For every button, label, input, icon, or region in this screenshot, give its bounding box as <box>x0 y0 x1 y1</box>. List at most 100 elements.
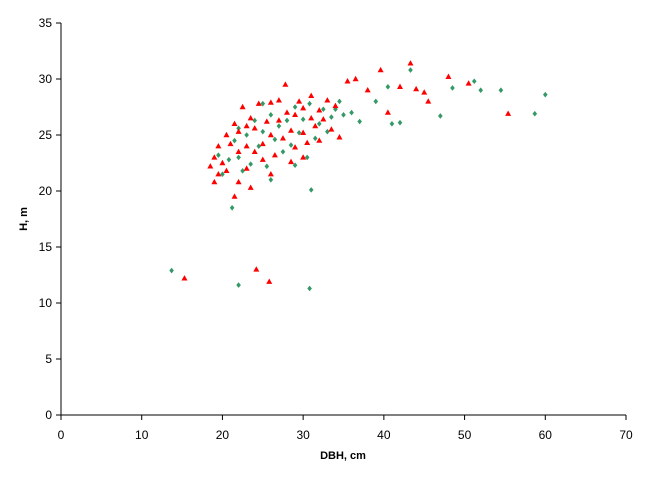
scatter-point <box>263 118 270 124</box>
scatter-point <box>542 91 548 98</box>
scatter-point <box>307 285 312 292</box>
scatter-point <box>247 115 254 121</box>
y-tick-label: 15 <box>39 240 53 254</box>
x-tick-label: 60 <box>539 428 553 442</box>
scatter-point <box>364 87 371 93</box>
scatter-point <box>505 110 512 116</box>
scatter-point <box>236 282 241 288</box>
scatter-point <box>169 267 174 274</box>
scatter-point <box>267 99 274 105</box>
scatter-point <box>438 113 443 119</box>
scatter-point <box>308 187 314 193</box>
scatter-point <box>445 73 452 79</box>
scatter-point <box>344 78 351 84</box>
scatter-point <box>253 266 260 272</box>
x-tick-label: 20 <box>216 428 230 442</box>
scatter-point <box>316 137 323 143</box>
y-tick-label: 5 <box>45 352 52 366</box>
y-tick-label: 25 <box>39 128 53 142</box>
scatter-point <box>478 87 484 93</box>
scatter-point <box>324 97 331 103</box>
scatter-point <box>255 100 262 106</box>
scatter-point <box>268 112 274 118</box>
scatter-point <box>312 135 318 142</box>
scatter-point <box>397 83 403 90</box>
scatter-point <box>421 89 428 95</box>
x-tick-label: 40 <box>377 428 391 442</box>
scatter-point <box>239 103 246 110</box>
scatter-point <box>325 128 330 135</box>
scatter-point <box>240 168 245 174</box>
scatter-point <box>247 184 254 190</box>
scatter-point <box>226 156 232 163</box>
scatter-point <box>308 92 315 98</box>
scatter-point <box>300 154 307 160</box>
scatter-point <box>288 158 295 165</box>
scatter-point <box>425 98 432 104</box>
scatter-point <box>397 119 403 126</box>
scatter-point <box>256 143 262 149</box>
scatter-point <box>181 275 188 281</box>
scatter-point <box>450 85 455 91</box>
scatter-point <box>252 117 258 124</box>
scatter-point <box>280 149 286 155</box>
y-axis-label: H, m <box>18 207 30 231</box>
x-tick-label: 50 <box>458 428 472 442</box>
scatter-point <box>337 98 342 105</box>
scatter-point <box>329 114 334 120</box>
scatter-point <box>251 125 258 131</box>
scatter-point <box>223 131 230 138</box>
scatter-point <box>349 109 354 116</box>
scatter-point <box>304 139 311 146</box>
scatter-point <box>244 132 249 138</box>
x-axis-label: DBH, cm <box>320 450 366 462</box>
scatter-point <box>271 151 278 158</box>
scatter-point <box>279 135 286 141</box>
scatter-point <box>211 178 218 185</box>
scatter-point <box>352 75 359 82</box>
scatter-point <box>373 98 379 105</box>
x-tick-label: 30 <box>296 428 310 442</box>
scatter-point <box>316 121 322 127</box>
scatter-point <box>216 152 221 158</box>
scatter-point <box>312 122 319 129</box>
scatter-point <box>268 177 274 183</box>
scatter-point <box>408 67 413 73</box>
scatter-point <box>389 121 395 127</box>
scatter-point <box>260 128 266 135</box>
scatter-point <box>236 125 241 132</box>
scatter-point <box>385 84 391 90</box>
x-tick-label: 0 <box>58 428 65 442</box>
scatter-point <box>243 143 250 149</box>
scatter-point <box>321 106 326 113</box>
scatter-point <box>465 80 472 86</box>
scatter-point <box>498 87 504 93</box>
scatter-point <box>231 120 238 126</box>
x-tick-label: 10 <box>135 428 149 442</box>
scatter-point <box>235 178 242 185</box>
scatter-point <box>284 109 290 115</box>
scatter-point <box>220 171 225 177</box>
scatter-point <box>215 143 222 149</box>
scatter-point <box>267 131 274 138</box>
scatter-point <box>288 127 295 133</box>
scatter-point <box>264 163 270 170</box>
scatter-point <box>308 115 315 121</box>
scatter-point <box>275 117 282 123</box>
scatter-point <box>288 142 294 148</box>
scatter-point <box>316 107 323 113</box>
y-tick-label: 35 <box>39 16 53 30</box>
scatter-point <box>260 100 266 107</box>
scatter-point <box>292 144 299 150</box>
scatter-point <box>292 111 299 118</box>
scatter-point <box>292 162 298 169</box>
scatter-point <box>332 102 339 109</box>
scatter-point <box>307 100 312 107</box>
scatter-point <box>215 171 222 177</box>
scatter-point <box>300 104 307 111</box>
scatter-point <box>413 85 420 92</box>
scatter-point <box>229 205 235 211</box>
scatter-point <box>267 171 274 177</box>
scatter-point <box>471 78 477 85</box>
